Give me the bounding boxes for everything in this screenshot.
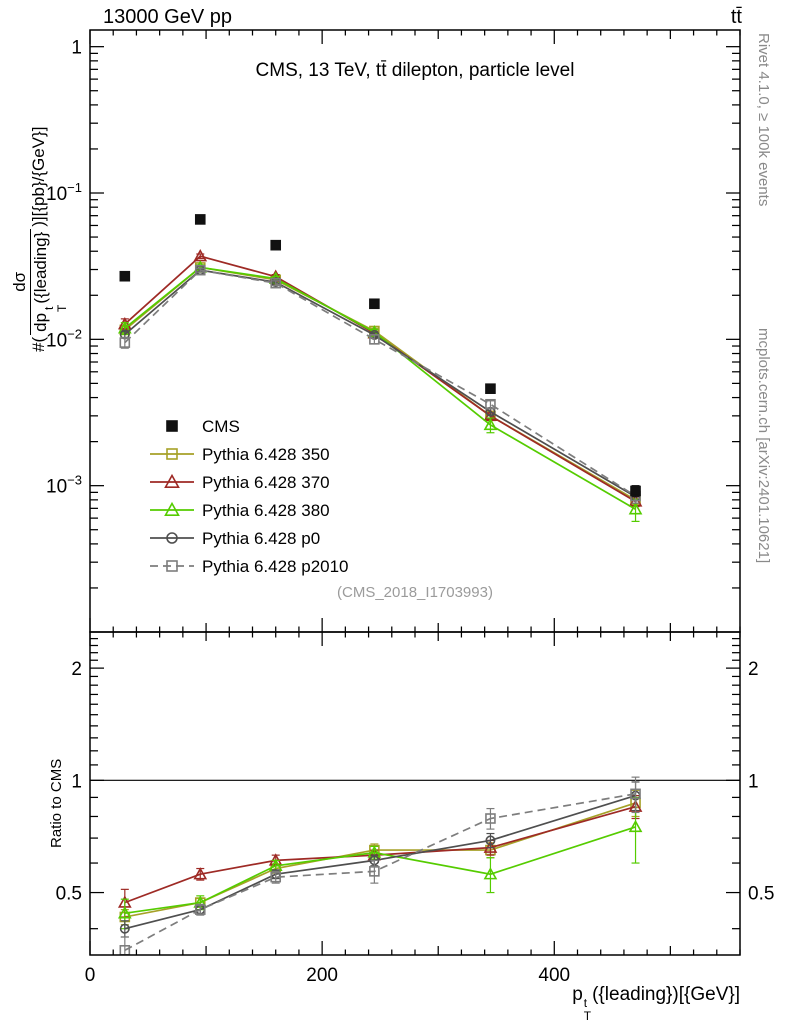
y-label-numerator: dσ [10,228,31,335]
top-panel-frame [89,29,741,633]
marker-cms [194,214,206,225]
axis-tick-label: 0 [85,965,96,986]
x-label-main: p [572,984,583,1005]
axis-tick-label: 200 [306,965,338,986]
ratio-axis-label: Ratio to CMS [48,758,65,848]
legend: CMS Pythia 6.428 350 Pythia 6.428 370 Pythi… [150,417,349,576]
axis-tick-label: Pythia 6.428 p0 [202,529,320,548]
legend-item-pyp2010: Pythia 6.428 p2010 [150,557,349,576]
marker-pyp0 [485,835,496,846]
panel-title: CMS, 13 TeV, tt̄ dilepton, particle leve… [255,60,575,81]
axis-tick-label: 1 [71,38,82,59]
marker-pyp2010 [369,334,380,345]
marker-py380 [483,417,498,431]
process-title: tt̄ [730,6,742,28]
marker-pyp2010 [485,813,496,824]
y-label-prefix: #( [29,336,49,352]
axis-tick-label: 0.5 [56,884,82,905]
legend-item-pyp0: Pythia 6.428 p0 [150,529,320,548]
y-label-den-sup: t [42,306,56,310]
rivet-version-note: Rivet 4.1.0, ≥ 100k events [755,33,772,207]
axis-tick-label: 2 [71,659,82,680]
axis-tick-label: 2 [748,659,759,680]
series-line-pyp0 [124,269,636,498]
axis-tick-label: CMS [202,417,240,436]
axis-tick-label: 10−3 [46,473,82,498]
marker-pyp2010 [194,264,206,276]
marker-pyp2010 [369,866,380,877]
ratio-line-pyp0 [124,794,636,930]
marker-py350 [166,448,178,460]
legend-item-py370: Pythia 6.428 370 [150,473,330,492]
legend-item-cms: CMS [166,417,240,436]
ratio-line-pyp2010 [124,793,636,952]
marker-py380 [117,906,132,919]
series-line-pyp2010 [124,269,636,497]
marker-cms [270,239,282,251]
axis-tick-label: 400 [538,965,570,986]
marker-pyp2010 [194,904,206,915]
marker-pyp2010 [166,560,178,572]
marker-pyp2010 [119,337,131,348]
axis-ticks [89,30,741,955]
y-label-denominator: dp t T ({leading} [31,229,69,335]
marker-cms [166,420,178,432]
x-axis-label: p t T ({leading})[{GeV}] [572,984,740,1022]
ratio-panel-frame [89,631,741,956]
series-line-py380 [124,266,636,510]
y-label-fraction: dσ dp t T ({leading} [10,228,69,335]
legend-item-py380: Pythia 6.428 380 [150,501,330,520]
axis-tick-label: 10−2 [46,326,82,351]
marker-cms [630,485,641,497]
x-label-sup: t [583,996,588,1010]
marker-cms [485,383,496,394]
y-label-den-sub: T [54,304,69,312]
axis-tick-label: 10−1 [46,180,82,205]
axis-tick-label: Pythia 6.428 p2010 [202,557,349,576]
marker-py370 [193,867,208,880]
marker-cms [119,270,131,282]
marker-cms [369,298,380,310]
marker-pyp0 [119,923,130,934]
y-label-den-main: dp [31,312,50,332]
axis-tick-label: 1 [71,771,82,792]
y-axis-label-top: #(dσ dp t T ({leading})][{pb}/{GeV}] [10,126,69,352]
top-panel-series [117,214,643,522]
marker-pyp2010 [630,788,641,800]
marker-py380 [164,501,180,517]
legend-item-py350: Pythia 6.428 350 [150,445,330,464]
axis-tick-label: 0.5 [748,884,774,905]
marker-py380 [628,502,643,515]
marker-pyp0 [166,532,178,544]
ratio-panel-series [90,776,740,955]
beam-energy-title: 13000 GeV pp [103,6,232,28]
x-label-rest: ({leading})[{GeV}] [592,984,740,1005]
axis-tick-label: Pythia 6.428 350 [202,445,330,464]
axis-tick-label: Pythia 6.428 380 [202,501,330,520]
ratio-line-py370 [124,805,636,904]
y-label-suffix: )][{pb}/{GeV}] [29,126,49,227]
x-label-sub: T [583,1008,592,1023]
marker-py370 [164,473,180,489]
ratio-line-py380 [124,826,636,915]
mcplots-arxiv-note: mcplots.cern.ch [arXiv:2401.10621] [755,328,772,564]
y-label-den-rest: ({leading} [31,231,50,304]
marker-pyp2010 [270,277,282,289]
analysis-watermark: (CMS_2018_I1703993) [337,584,493,601]
axis-tick-label: Pythia 6.428 370 [202,473,330,492]
marker-py380 [628,819,643,833]
marker-pyp2010 [485,398,496,410]
marker-pyp2010 [270,871,282,883]
axis-tick-label: 1 [748,771,759,792]
marker-py380 [483,867,498,880]
